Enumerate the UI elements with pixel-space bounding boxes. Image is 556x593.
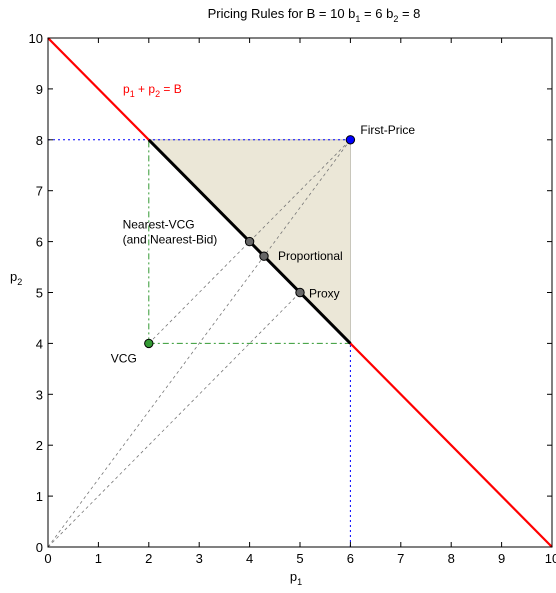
point-labels-layer: First-Price VCG Nearest-VCG(and Nearest-Bi…: [111, 123, 416, 366]
y-tick-label-9: 9: [36, 82, 43, 97]
point-label-proportional: Proportional: [278, 249, 343, 263]
point-proportional: [259, 251, 269, 261]
y-axis-label: p2: [10, 269, 22, 287]
point-first-price: [345, 135, 356, 145]
x-tick-label-8: 8: [448, 551, 455, 566]
y-tick-label-2: 2: [36, 438, 43, 453]
point-proxy: [295, 287, 305, 298]
y-tick-label-0: 0: [36, 540, 43, 555]
x-tick-label-10: 10: [545, 551, 556, 566]
point-label-vcg: VCG: [111, 351, 137, 365]
chart-title: Pricing Rules for B = 10 b1 = 6 b2 = 8: [208, 6, 421, 24]
y-tick-label-1: 1: [36, 489, 43, 504]
y-tick-label-6: 6: [36, 235, 43, 250]
point-label-first-price: First-Price: [360, 123, 415, 137]
x-tick-label-6: 6: [347, 551, 354, 566]
points-layer: [144, 135, 356, 349]
point-label-proxy: Proxy: [309, 287, 340, 301]
y-tick-label-5: 5: [36, 286, 43, 301]
y-tick-label-4: 4: [36, 336, 43, 351]
x-tick-label-5: 5: [296, 551, 303, 566]
point-label-nearest-vcg-line-1: (and Nearest-Bid): [123, 233, 218, 247]
y-tick-label-3: 3: [36, 387, 43, 402]
x-tick-label-7: 7: [397, 551, 404, 566]
ticks-layer: 0 1 2 3 4 5 6 7 8 9 10 0 1 2 3 4 5 6 7 8 9 10: [29, 31, 556, 566]
guide-lines-layer: [47, 139, 351, 548]
point-nearest-vcg: [244, 236, 255, 247]
x-tick-label-3: 3: [196, 551, 203, 566]
point-vcg: [144, 338, 154, 349]
y-tick-label-7: 7: [36, 184, 43, 199]
y-tick-label-10: 10: [29, 31, 43, 46]
x-tick-label-0: 0: [44, 551, 51, 566]
budget-label: p1 + p2 = B: [123, 82, 182, 99]
y-tick-label-8: 8: [36, 133, 43, 148]
x-tick-label-1: 1: [95, 551, 102, 566]
x-tick-label-2: 2: [145, 551, 152, 566]
point-label-nearest-vcg-line-0: Nearest-VCG: [123, 218, 195, 232]
x-tick-label-4: 4: [246, 551, 253, 566]
gray-dashed-line-0: [47, 139, 351, 548]
x-tick-label-9: 9: [498, 551, 505, 566]
x-axis-label: p1: [290, 569, 302, 587]
